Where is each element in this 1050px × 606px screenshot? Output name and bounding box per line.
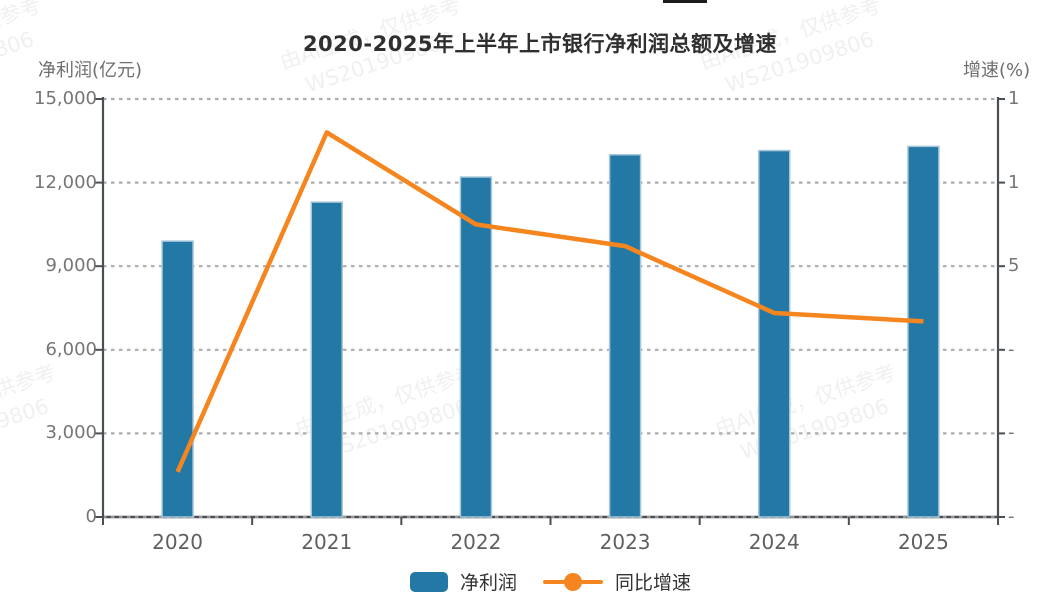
left-tick-label: 9,000: [45, 255, 97, 277]
left-axis-title: 净利润(亿元): [38, 60, 143, 81]
chart-title: 2020-2025年上半年上市银行净利润总额及增速: [302, 32, 778, 56]
right-axis-title: 增速(%): [963, 60, 1031, 81]
x-axis-label-2024: 2024: [748, 530, 800, 554]
x-axis-label-2020: 2020: [152, 530, 204, 554]
right-tick-label: -: [1008, 506, 1015, 527]
bar-2024[interactable]: [758, 149, 791, 518]
right-tick-label: 1: [1008, 88, 1020, 109]
x-axis-label-2023: 2023: [599, 530, 651, 554]
left-tick-label: 3,000: [45, 422, 97, 444]
left-tick-label: 0: [85, 506, 97, 527]
right-tick-label: 5: [1008, 255, 1020, 277]
x-axis-label-2021: 2021: [301, 530, 353, 554]
legend-item-net-profit[interactable]: 净利润: [409, 568, 517, 595]
legend-label-growth: 同比增速: [615, 572, 692, 594]
right-tick-label: -: [1008, 338, 1015, 360]
bar-2020[interactable]: [161, 240, 194, 518]
growth-line[interactable]: [175, 130, 924, 473]
bar-2023[interactable]: [608, 153, 642, 518]
bar-2022[interactable]: [459, 176, 493, 518]
x-axis-label-2025: 2025: [897, 530, 949, 554]
x-axis-label-2022: 2022: [450, 530, 502, 554]
left-tick-label: 15,000: [34, 88, 97, 109]
left-tick-label: 12,000: [34, 171, 97, 193]
legend: 净利润 同比增速: [103, 568, 998, 595]
top-edge-artifact: [663, 0, 707, 3]
bar-2025[interactable]: [907, 145, 940, 518]
line-series-swatch: [543, 572, 603, 592]
left-tick-label: 6,000: [45, 338, 97, 360]
right-tick-label: -: [1008, 422, 1015, 444]
line-swatch-dot: [564, 572, 582, 591]
bar-series-swatch: [409, 571, 448, 592]
bar-2021[interactable]: [310, 201, 343, 518]
legend-item-growth[interactable]: 同比增速: [543, 568, 691, 595]
legend-label-net-profit: 净利润: [459, 572, 517, 594]
right-tick-label: 1: [1008, 171, 1020, 193]
